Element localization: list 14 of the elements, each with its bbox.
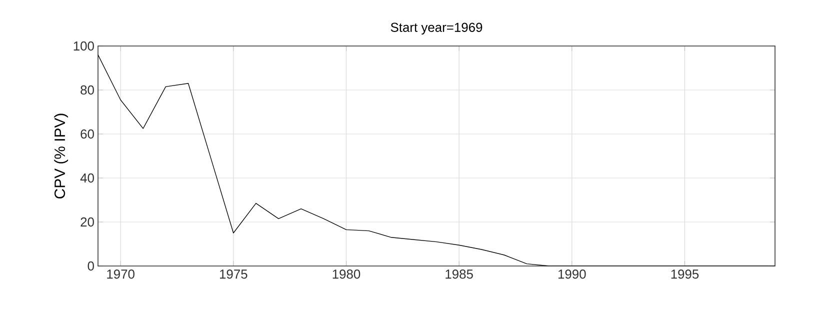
x-tick-label: 1980: [332, 270, 360, 279]
x-tick-label: 1990: [558, 270, 586, 279]
x-tick-label: 1970: [107, 270, 134, 279]
x-tick-label: 1975: [220, 270, 248, 279]
y-tick-label: 40: [80, 173, 94, 183]
y-tick-label: 0: [88, 261, 94, 271]
y-axis-title: CPV (% IPV): [54, 114, 68, 198]
x-tick-label: 1985: [446, 270, 473, 279]
x-tick-label: 1995: [671, 270, 699, 279]
chart-title: Start year=1969: [390, 22, 482, 34]
y-tick-label: 100: [74, 41, 94, 51]
y-tick-label: 20: [80, 217, 94, 227]
y-tick-label: 60: [80, 129, 94, 139]
y-tick-label: 80: [80, 85, 94, 95]
